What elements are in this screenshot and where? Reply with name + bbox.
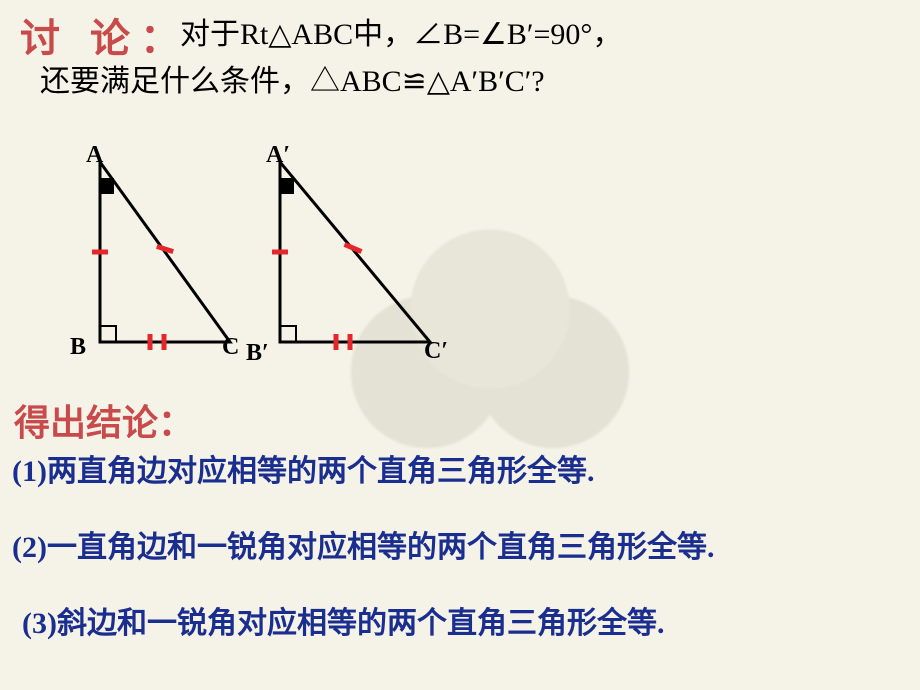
conclusion-num-2: (2) <box>12 531 47 564</box>
triangle-diagrams: A B C A′ B′ C′ <box>30 142 450 372</box>
triangles-svg <box>30 142 450 372</box>
label-c: C <box>222 334 239 361</box>
conclusion-text-1: 两直角边对应相等的两个直角三角形全等. <box>47 455 595 488</box>
label-a: A <box>86 142 103 169</box>
label-c-prime: C′ <box>424 338 448 365</box>
conclusion-heading: 得出结论： <box>14 394 194 446</box>
conclusion-item-2: (2)一直角边和一锐角对应相等的两个直角三角形全等. <box>12 522 714 566</box>
triangle-abc-prime <box>272 162 430 350</box>
conclusion-item-1: (1)两直角边对应相等的两个直角三角形全等. <box>12 446 714 490</box>
conclusion-list: (1)两直角边对应相等的两个直角三角形全等. (2)一直角边和一锐角对应相等的两… <box>12 446 714 674</box>
question-line-1: 对于Rt△ABC中，∠B=∠B′=90°， <box>180 18 622 51</box>
discuss-heading: 讨 论： <box>20 6 190 64</box>
question-line-2: 还要满足什么条件，△ABC≌△A′B′C′? <box>40 59 880 106</box>
discuss-text: 讨 论： <box>20 16 190 61</box>
conclusion-num-3: (3) <box>22 607 57 640</box>
conclusion-item-3: (3)斜边和一锐角对应相等的两个直角三角形全等. <box>22 598 714 642</box>
label-b-prime: B′ <box>246 340 269 367</box>
label-b: B <box>70 334 86 361</box>
conclusion-text-2: 一直角边和一锐角对应相等的两个直角三角形全等. <box>47 531 715 564</box>
conclusion-text-3: 斜边和一锐角对应相等的两个直角三角形全等. <box>57 607 665 640</box>
label-a-prime: A′ <box>266 142 290 169</box>
triangle-abc <box>92 162 230 350</box>
conclusion-num-1: (1) <box>12 455 47 488</box>
question-block: 对于Rt△ABC中，∠B=∠B′=90°， 还要满足什么条件，△ABC≌△A′B… <box>180 12 880 105</box>
